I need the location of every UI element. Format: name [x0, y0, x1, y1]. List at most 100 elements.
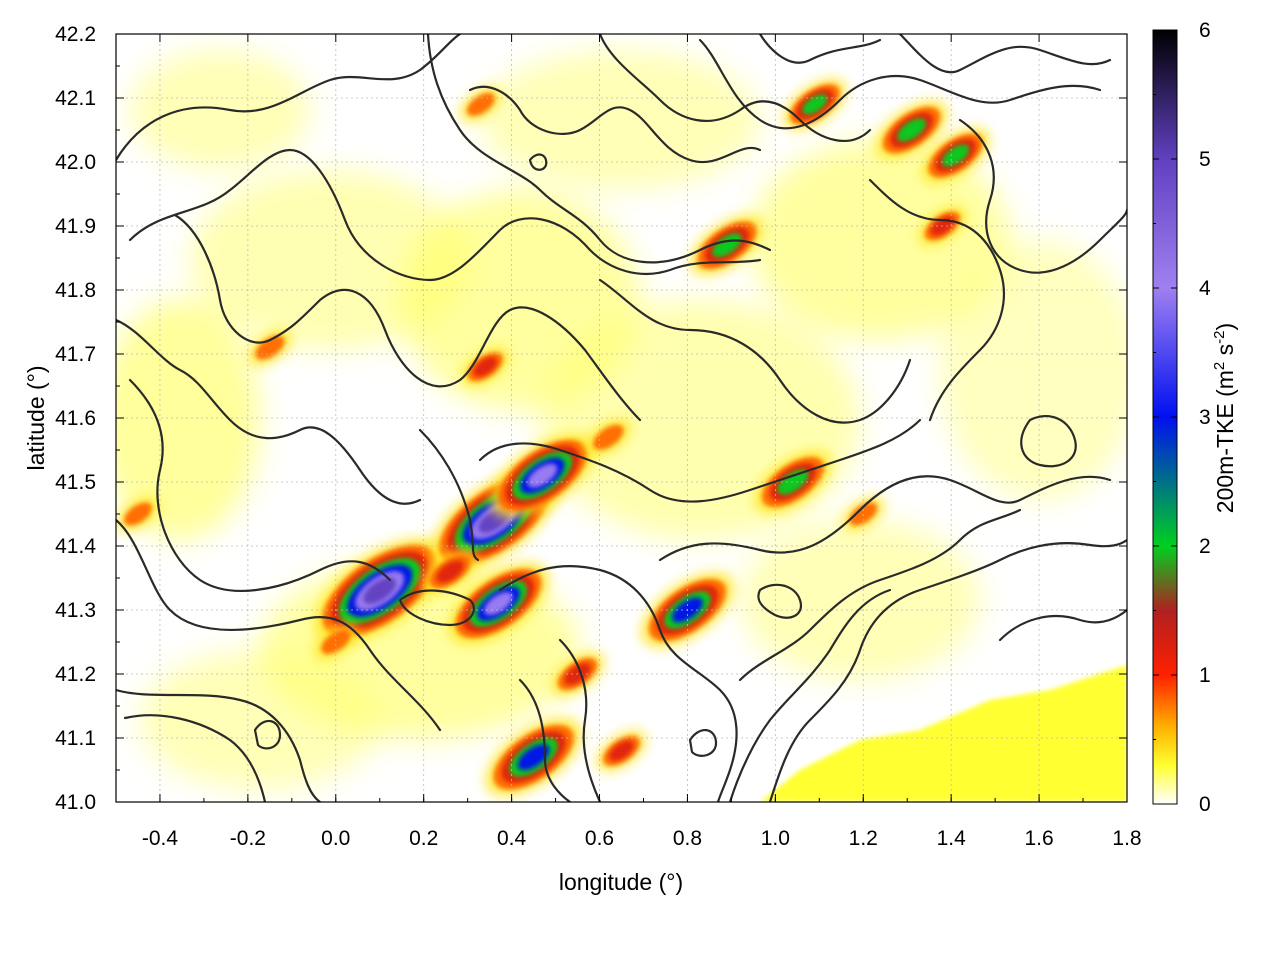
- contour-line: [116, 34, 462, 162]
- contour-line: [528, 153, 548, 171]
- colorbar-tick-label: 3: [1199, 406, 1211, 429]
- coastal-yellow-region: [760, 665, 1127, 802]
- contour-line: [738, 508, 1022, 682]
- hotspot-level: [363, 577, 397, 604]
- contour-line: [418, 428, 480, 562]
- colorbar-tick-label: 0: [1199, 793, 1211, 816]
- hotspot: [314, 538, 446, 644]
- hotspot-level: [466, 92, 495, 116]
- y-tick-label: 42.1: [55, 87, 96, 110]
- y-tick-label: 41.1: [55, 727, 96, 750]
- contour-line: [498, 564, 738, 802]
- colorbar-label-end: ): [1212, 323, 1238, 331]
- y-axis-ticks: 41.0 41.1 41.2 41.3 41.4 41.5 41.6 41.7 41.8 41.9…: [55, 23, 1127, 814]
- contour-line: [116, 688, 322, 802]
- terrain-contours: [116, 34, 1127, 802]
- colorbar-tick-label: 4: [1199, 277, 1211, 300]
- hotspot-level: [941, 144, 970, 167]
- y-axis-label: latitude (°): [23, 365, 49, 470]
- x-tick-label: 0.6: [585, 827, 614, 850]
- colorbar-label-base: 200m-TKE (m: [1212, 370, 1238, 513]
- contour-line: [173, 213, 642, 422]
- x-tick-label: 0.2: [409, 827, 438, 850]
- y-tick-label: 42.0: [55, 151, 96, 174]
- hotspot-level: [255, 335, 285, 360]
- x-tick-label: -0.2: [230, 827, 266, 850]
- x-tick-label: 0.8: [673, 827, 702, 850]
- y-tick-label: 41.0: [55, 791, 96, 814]
- hotspot-level: [609, 740, 634, 761]
- heatmap-layer: [116, 50, 1127, 802]
- y-tick-label: 41.4: [55, 535, 96, 558]
- hotspot: [117, 496, 159, 532]
- colorbar-tick-label: 6: [1199, 19, 1211, 42]
- x-tick-label: -0.4: [142, 827, 179, 850]
- hotspot: [422, 549, 478, 594]
- hotspot: [490, 433, 595, 518]
- colorbar-tick-label: 2: [1199, 535, 1211, 558]
- contour-line: [116, 518, 442, 732]
- contour-line: [688, 729, 718, 757]
- x-tick-label: 0.0: [321, 827, 350, 850]
- contour-line: [128, 378, 392, 592]
- x-tick-label: 1.2: [849, 827, 878, 850]
- y-tick-label: 41.6: [55, 407, 96, 430]
- contour-line: [768, 538, 1127, 802]
- contour-line: [998, 608, 1127, 642]
- x-tick-label: 0.4: [497, 827, 527, 850]
- x-axis-ticks: -0.4 -0.2 0.0 0.2 0.4 0.6 0.8 1.0 1.2 1.4 1.6 1.8: [115, 34, 1142, 850]
- hotspot: [596, 730, 647, 771]
- hotspot: [448, 563, 549, 645]
- contour-line: [116, 318, 422, 505]
- hotspot: [875, 100, 948, 160]
- contour-line: [728, 588, 892, 802]
- hotspot-level: [802, 94, 828, 115]
- colorbar-tick-label: 1: [1199, 664, 1211, 687]
- hotspot: [783, 79, 847, 130]
- hotspot-level: [527, 463, 558, 488]
- contour-line: [698, 38, 1102, 130]
- hotspot-level: [484, 592, 513, 616]
- colorbar: 0 1 2 3 4 5 6 200m-TKE (m2 s-2): [1152, 19, 1238, 816]
- y-tick-label: 41.3: [55, 599, 96, 622]
- colorbar-tick-label: 5: [1199, 148, 1211, 171]
- contour-line: [1020, 415, 1077, 468]
- contour-line: [426, 34, 772, 264]
- hotspot: [459, 87, 502, 122]
- y-tick-label: 41.9: [55, 215, 96, 238]
- x-tick-label: 1.6: [1024, 827, 1053, 850]
- hotspot: [313, 624, 358, 660]
- hotspot-level: [473, 357, 498, 377]
- hotspot-level: [436, 560, 464, 583]
- hotspot-level: [321, 630, 351, 654]
- contour-line: [898, 34, 1112, 74]
- hotspot: [461, 347, 509, 387]
- hotspot: [690, 215, 764, 276]
- hotspot: [585, 418, 632, 456]
- colorbar-label-mid: s: [1212, 344, 1238, 362]
- hotspot-level: [593, 424, 624, 450]
- contour-line: [658, 475, 1112, 562]
- contour-line: [868, 178, 1005, 422]
- colorbar-label-sup2: -2: [1211, 330, 1228, 343]
- x-axis-label: longitude (°): [559, 869, 683, 895]
- contour-line: [398, 589, 475, 627]
- hotspot: [921, 127, 990, 184]
- contour-line: [598, 34, 872, 142]
- x-tick-label: 1.0: [761, 827, 790, 850]
- contour-line: [558, 638, 602, 802]
- contour-line: [468, 85, 762, 163]
- contour-line: [598, 278, 912, 424]
- colorbar-ticks: 0 1 2 3 4 5 6: [1153, 19, 1211, 816]
- y-tick-label: 42.2: [55, 23, 96, 46]
- contour-line: [253, 719, 282, 750]
- colorbar-label: 200m-TKE (m2 s-2): [1211, 323, 1238, 513]
- x-tick-label: 1.8: [1112, 827, 1141, 850]
- colorbar-label-sup1: 2: [1211, 362, 1228, 370]
- hotspot-level: [124, 502, 152, 526]
- hotspot: [248, 329, 292, 366]
- y-tick-label: 41.2: [55, 663, 96, 686]
- y-tick-label: 41.7: [55, 343, 96, 366]
- contour-line: [958, 118, 1127, 274]
